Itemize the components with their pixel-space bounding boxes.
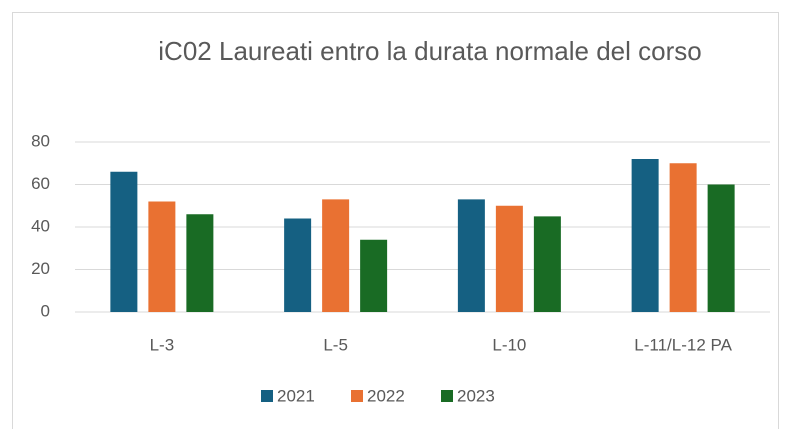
y-tick-label: 80: [31, 131, 50, 150]
bar: [631, 159, 659, 312]
bar: [360, 239, 388, 312]
chart-title: iC02 Laureati entro la durata normale de…: [158, 36, 702, 66]
bar: [533, 216, 561, 312]
bar: [284, 218, 312, 312]
bar: [186, 214, 214, 312]
bar: [707, 184, 735, 312]
x-tick-label: L-10: [492, 335, 526, 354]
y-tick-label: 60: [31, 174, 50, 193]
legend-label: 2022: [367, 386, 405, 405]
x-tick-label: L-11/L-12 PA: [634, 335, 732, 354]
legend-swatch: [441, 390, 453, 402]
y-tick-label: 20: [31, 259, 50, 278]
bar: [148, 201, 176, 312]
x-tick-label: L-5: [323, 335, 348, 354]
legend-swatch: [351, 390, 363, 402]
bar: [669, 163, 697, 312]
bar: [495, 205, 523, 312]
legend-label: 2023: [457, 386, 495, 405]
legend-label: 2021: [277, 386, 315, 405]
legend-swatch: [261, 390, 273, 402]
x-tick-label: L-3: [150, 335, 175, 354]
y-tick-label: 40: [31, 216, 50, 235]
y-tick-label: 0: [41, 301, 50, 320]
bar: [457, 199, 485, 312]
bar: [110, 171, 138, 312]
bar: [322, 199, 350, 312]
